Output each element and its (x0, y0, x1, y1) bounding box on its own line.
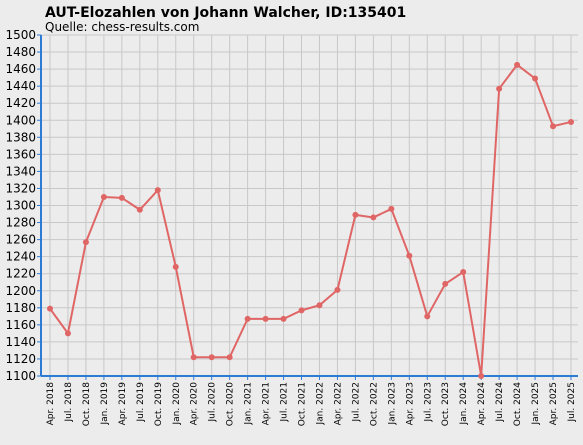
series (47, 61, 574, 379)
x-tick-label-13: Jul. 2021 (280, 382, 290, 423)
data-point-17 (352, 211, 359, 218)
data-point-25 (496, 85, 503, 92)
y-tick-label-1100: 1100 (5, 369, 36, 383)
y-tick-label-1240: 1240 (5, 250, 36, 264)
y-tick-label-1460: 1460 (5, 62, 36, 76)
y-tick-label-1160: 1160 (5, 318, 36, 332)
y-tick-label-1500: 1500 (5, 28, 36, 42)
x-tick-label-1: Jul. 2018 (64, 382, 74, 423)
y-tick-label-1400: 1400 (5, 113, 36, 127)
y-tick-label-1120: 1120 (5, 352, 36, 366)
chart-title: AUT-Elozahlen von Johann Walcher, ID:135… (45, 5, 406, 21)
x-tick-label-26: Oct. 2024 (513, 382, 523, 426)
data-point-9 (208, 354, 215, 361)
x-tick-label-6: Oct. 2019 (154, 382, 164, 426)
x-tick-label-7: Jan. 2020 (172, 382, 182, 426)
data-point-0 (47, 305, 53, 312)
data-point-11 (244, 315, 251, 322)
data-point-5 (136, 206, 143, 213)
y-tick-label-1180: 1180 (5, 301, 36, 315)
x-tick-label-22: Oct. 2023 (441, 382, 451, 426)
y-tick-label-1300: 1300 (5, 199, 36, 213)
data-point-3 (100, 193, 107, 200)
x-tick-label-3: Jan. 2019 (100, 382, 110, 426)
chart-subtitle: Quelle: chess-results.com (45, 20, 199, 34)
data-point-27 (532, 75, 539, 82)
x-tick-label-2: Oct. 2018 (82, 382, 92, 426)
y-tick-label-1320: 1320 (5, 181, 36, 195)
x-tick-label-11: Jan. 2021 (244, 382, 254, 426)
series-line-0 (49, 63, 572, 377)
data-point-19 (388, 205, 395, 212)
x-tick-label-10: Oct. 2020 (226, 382, 236, 426)
y-tick-label-1420: 1420 (5, 96, 36, 110)
data-point-12 (262, 315, 269, 322)
grid (41, 34, 578, 377)
data-point-10 (226, 354, 233, 361)
x-tick-label-24: Apr. 2024 (477, 382, 487, 426)
x-tick-label-4: Apr. 2019 (118, 382, 128, 426)
data-point-20 (406, 252, 413, 259)
data-point-16 (334, 286, 341, 293)
x-tick-label-17: Jul. 2022 (351, 382, 361, 423)
x-tick-label-23: Jan. 2024 (459, 382, 469, 426)
x-tick-label-16: Apr. 2022 (333, 382, 343, 425)
y-tick-label-1280: 1280 (5, 216, 36, 230)
y-tick-label-1440: 1440 (5, 79, 36, 93)
data-point-18 (370, 214, 377, 221)
data-point-1 (64, 330, 71, 337)
x-tick-label-12: Apr. 2021 (262, 382, 272, 425)
y-tick-label-1220: 1220 (5, 267, 36, 281)
y-tick-label-1380: 1380 (5, 130, 36, 144)
data-point-29 (568, 118, 574, 125)
data-point-21 (424, 313, 431, 320)
data-point-6 (154, 187, 161, 194)
x-tick-label-14: Oct. 2021 (298, 382, 308, 426)
data-point-26 (514, 61, 521, 68)
data-point-28 (550, 123, 557, 130)
data-point-23 (460, 268, 467, 275)
data-point-4 (118, 194, 125, 201)
x-tick-label-8: Apr. 2020 (190, 382, 200, 426)
y-axis-ticks: 1100 1120 1140 1160 1180 1200 1220 1240 1260 1280… (5, 28, 41, 383)
y-tick-label-1200: 1200 (5, 284, 36, 298)
data-point-8 (190, 354, 197, 361)
x-tick-label-15: Jan. 2022 (315, 382, 325, 426)
x-tick-label-25: Jul. 2024 (495, 382, 505, 423)
x-tick-label-28: Apr. 2025 (549, 382, 559, 425)
data-point-22 (442, 280, 449, 287)
y-tick-label-1260: 1260 (5, 233, 36, 247)
data-point-14 (298, 307, 305, 314)
x-tick-label-20: Apr. 2023 (405, 382, 415, 425)
x-tick-label-5: Jul. 2019 (136, 382, 146, 423)
data-point-24 (478, 373, 485, 379)
x-axis-ticks: Apr. 2018 Jul. 2018 Oct. 2018 Jan. 2019 Apr.… (46, 376, 577, 426)
x-tick-label-19: Jan. 2023 (387, 382, 397, 426)
x-tick-label-9: Jul. 2020 (208, 382, 218, 423)
data-point-7 (172, 263, 179, 270)
x-tick-label-21: Jul. 2023 (423, 382, 433, 423)
x-tick-label-0: Apr. 2018 (46, 382, 56, 426)
y-tick-label-1140: 1140 (5, 335, 36, 349)
data-point-2 (82, 239, 89, 246)
x-tick-label-27: Jan. 2025 (531, 382, 541, 426)
y-tick-label-1340: 1340 (5, 164, 36, 178)
y-tick-label-1480: 1480 (5, 45, 36, 59)
y-tick-label-1360: 1360 (5, 147, 36, 161)
data-point-15 (316, 302, 323, 309)
x-tick-label-18: Oct. 2022 (369, 382, 379, 426)
x-tick-label-29: Jul. 2025 (567, 382, 577, 423)
data-point-13 (280, 315, 287, 322)
